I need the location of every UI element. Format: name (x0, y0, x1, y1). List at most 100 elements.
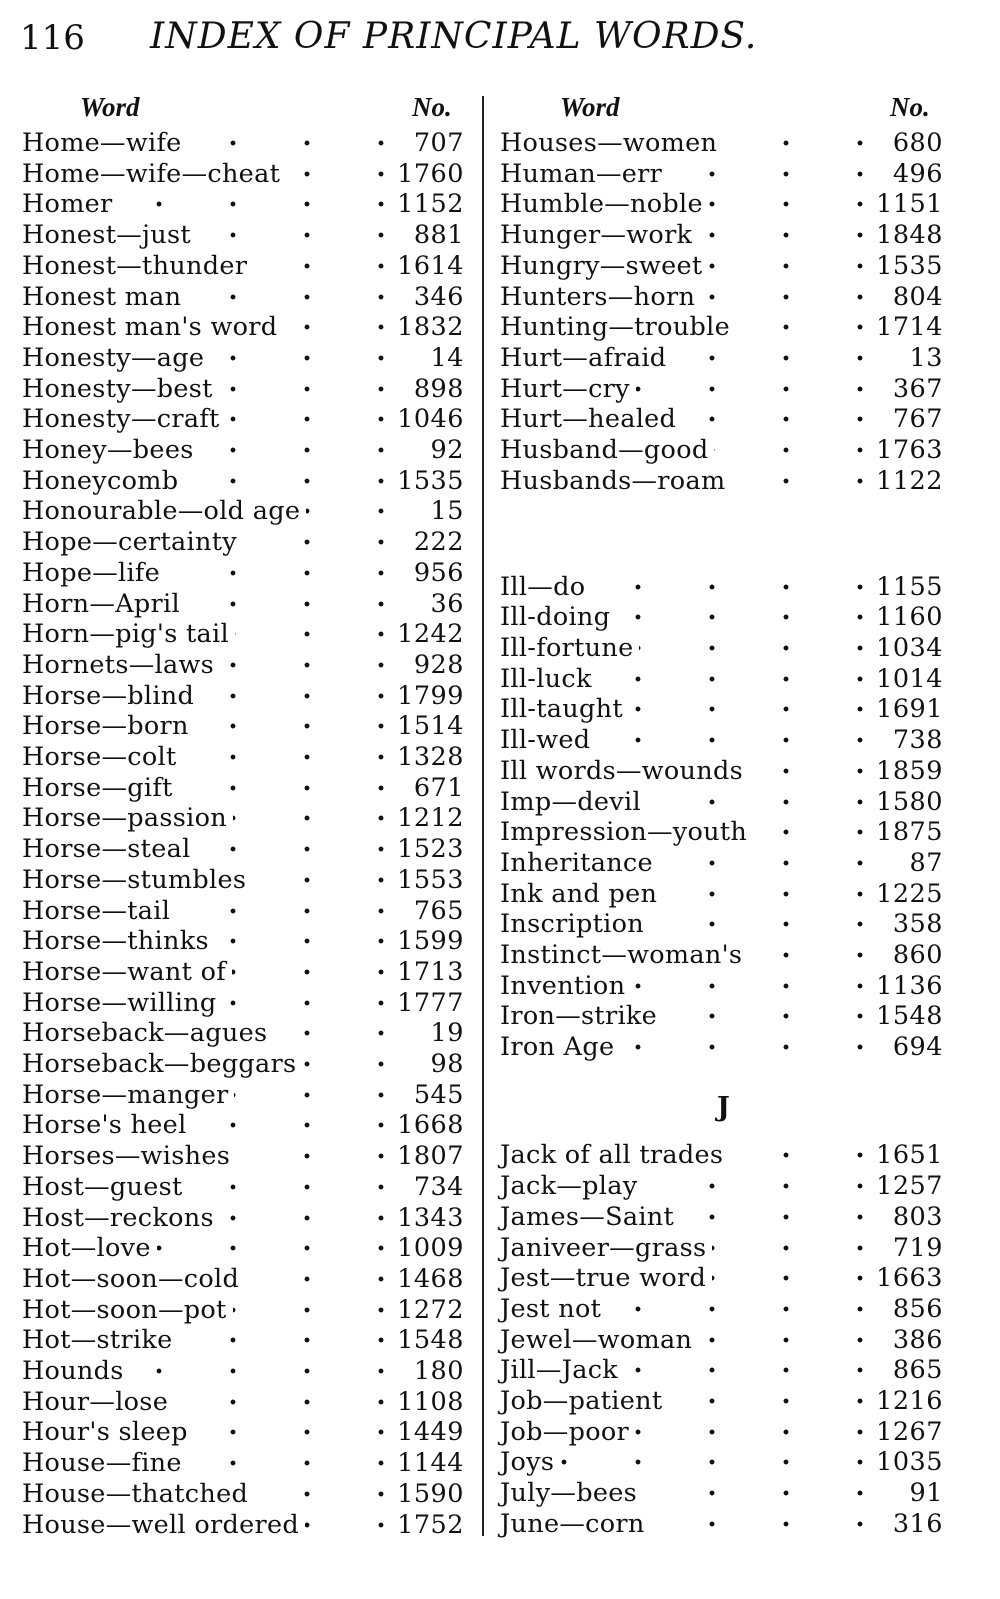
entry-word: Hot—love (22, 1233, 157, 1264)
entry-number: 1034 (872, 633, 943, 663)
index-entry: Horse—stumbles 1553 (22, 864, 464, 895)
index-entry: Hour's sleep 1449 (22, 1417, 464, 1448)
index-entry: Horse—born 1514 (22, 711, 464, 742)
index-entry: Horseback—agues 19 (22, 1018, 464, 1049)
entry-word: Host—reckons (22, 1202, 220, 1233)
entry-number: 1108 (393, 1386, 464, 1417)
entry-number: 1752 (393, 1509, 464, 1540)
entry-number: 856 (888, 1293, 943, 1324)
index-entry: Honesty—age 14 (22, 342, 464, 373)
entry-number: 1668 (393, 1110, 464, 1141)
index-entry: Horse—willing 1777 (22, 987, 464, 1018)
entry-number: 1514 (393, 711, 464, 742)
entry-word: Hot—soon—cold (22, 1263, 246, 1294)
entry-number: 1122 (872, 465, 943, 496)
index-entry: Impression—youth 1875 (500, 817, 943, 848)
entry-word: Honest man (22, 281, 188, 312)
index-entry: Job—poor 1267 (500, 1416, 943, 1447)
index-entry: Ill-luck 1014 (500, 663, 943, 694)
entry-word: Ink and pen (500, 878, 664, 909)
index-entry: Home—wife 707 (22, 128, 464, 158)
entry-number: 316 (888, 1508, 943, 1539)
entry-word: Horn—pig's tail (22, 619, 235, 650)
entry-word: Janiveer—grass (500, 1232, 713, 1263)
entry-number: 860 (888, 940, 943, 970)
entry-word: Hurt—afraid (500, 342, 673, 373)
entry-word: Humble—noble (500, 189, 709, 220)
index-entry: Horse—thinks 1599 (22, 926, 464, 957)
entry-word: Horse—born (22, 711, 195, 742)
entry-number: 14 (426, 342, 464, 373)
entry-word: Imp—devil (500, 786, 647, 817)
index-entry: Honest man 346 (22, 281, 464, 312)
entry-number: 1535 (872, 250, 943, 281)
entry-word: Job—poor (500, 1416, 636, 1447)
entry-number: 222 (409, 527, 464, 558)
section-heading-j: J (717, 1092, 730, 1123)
entry-word: Hunting—trouble (500, 312, 737, 343)
entry-number: 1832 (393, 312, 464, 343)
entry-word: Horseback—beggars (22, 1049, 303, 1079)
entry-word: Husbands—roam (500, 465, 732, 496)
entry-word: Hope—certainty (22, 527, 243, 558)
index-entry: Husbands—roam 1122 (500, 465, 943, 496)
entry-word: Ill-fortune (500, 633, 640, 663)
entry-word: Ill-wed (500, 725, 597, 756)
left-word-header: Word (80, 92, 140, 122)
entry-word: Impression—youth (500, 817, 754, 848)
entry-number: 91 (905, 1478, 943, 1509)
index-entry: Hot—soon—cold 1468 (22, 1263, 464, 1294)
entry-number: 1777 (393, 987, 464, 1018)
index-entry: Human—err 496 (500, 158, 943, 189)
index-entry: Honesty—craft 1046 (22, 404, 464, 435)
entry-word: Hope—life (22, 557, 167, 588)
entry-number: 1449 (393, 1417, 464, 1448)
entry-word: June—corn (500, 1508, 651, 1539)
entry-word: Home—wife (22, 128, 188, 158)
entry-number: 804 (888, 281, 943, 312)
entry-word: Jack—play (500, 1171, 644, 1202)
entry-word: Iron—strike (500, 1001, 664, 1032)
index-entry: Invention 1136 (500, 970, 943, 1001)
entry-number: 1523 (393, 834, 464, 865)
entry-word: Jest not (500, 1293, 608, 1324)
index-entry: Hornets—laws 928 (22, 649, 464, 680)
right-word-header: Word (560, 92, 620, 122)
entry-word: House—well ordered (22, 1509, 305, 1540)
entry-word: Hounds (22, 1356, 130, 1386)
entry-word: Host—guest (22, 1171, 189, 1202)
entry-word: Honeycomb (22, 465, 185, 496)
entry-word: Inheritance (500, 847, 659, 878)
entry-word: Honest—thunder (22, 250, 254, 281)
dot-leader (500, 1447, 873, 1478)
page-number: 116 (20, 18, 85, 58)
entry-number: 15 (426, 496, 464, 527)
entry-number: 19 (426, 1018, 464, 1049)
entry-word: Husband—good (500, 435, 715, 465)
index-entry: Hungry—sweet 1535 (500, 250, 943, 281)
index-entry: Hurt—afraid 13 (500, 342, 943, 373)
entry-word: Hour's sleep (22, 1417, 194, 1448)
index-entry: Horse—tail 765 (22, 895, 464, 926)
index-entry: House—thatched 1590 (22, 1478, 464, 1509)
entry-number: 707 (409, 128, 464, 158)
entry-word: Houses—women (500, 128, 724, 158)
entry-word: House—fine (22, 1448, 188, 1479)
index-entry: Horn—April 36 (22, 588, 464, 619)
entry-word: Horse—blind (22, 680, 201, 711)
entry-number: 765 (409, 895, 464, 926)
index-entry: Hurt—healed 767 (500, 404, 943, 435)
index-entry: Hot—love 1009 (22, 1233, 464, 1264)
index-entry: Honourable—old age 15 (22, 496, 464, 527)
entry-number: 1152 (393, 189, 464, 220)
page-title: INDEX OF PRINCIPAL WORDS. (150, 16, 758, 57)
entry-number: 545 (409, 1079, 464, 1110)
entry-number: 734 (409, 1171, 464, 1202)
entry-number: 1136 (872, 970, 943, 1001)
entry-word: Job—patient (500, 1386, 669, 1417)
entry-word: Horses—wishes (22, 1141, 237, 1172)
entry-word: Horse—passion (22, 803, 233, 834)
index-entry: Ink and pen 1225 (500, 878, 943, 909)
entry-word: Ill-doing (500, 602, 617, 633)
entry-number: 680 (888, 128, 943, 158)
